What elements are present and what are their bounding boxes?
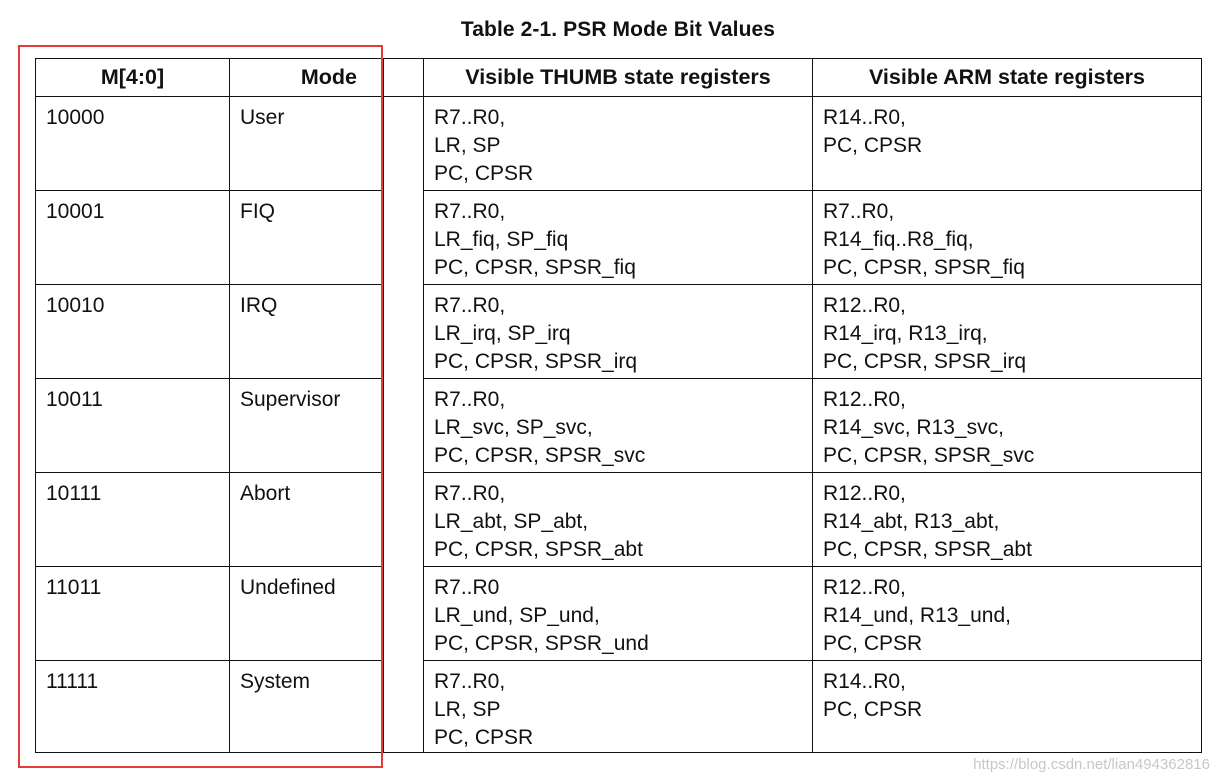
cell-mode: Abort <box>229 472 384 567</box>
thumb-register-line: PC, CPSR <box>434 726 534 749</box>
cell-mbits: 11111 <box>35 660 230 753</box>
thumb-register-line: R7..R0, <box>434 106 506 129</box>
arm-register-line: PC, CPSR, SPSR_fiq <box>823 256 1025 279</box>
watermark-text: https://blog.csdn.net/lian494362816 <box>973 756 1210 773</box>
thumb-register-line: R7..R0, <box>434 294 506 317</box>
cell-mbits: 10111 <box>35 472 230 567</box>
cell-spacer <box>383 190 424 285</box>
cell-thumb-registers: R7..R0, LR_abt, SP_abt, PC, CPSR, SPSR_abt <box>423 472 813 567</box>
cell-thumb-registers: R7..R0, LR, SP PC, CPSR <box>423 660 813 753</box>
thumb-register-line: R7..R0, <box>434 388 506 411</box>
thumb-register-line: LR_und, SP_und, <box>434 604 600 627</box>
thumb-register-line: LR_irq, SP_irq <box>434 322 571 345</box>
table-row: 10011 Supervisor R7..R0, LR_svc, SP_svc, PC,… <box>35 378 1202 473</box>
arm-register-line: PC, CPSR <box>823 632 923 655</box>
thumb-register-line: PC, CPSR, SPSR_svc <box>434 444 646 467</box>
header-mbits: M[4:0] <box>35 58 230 97</box>
arm-register-line: PC, CPSR, SPSR_irq <box>823 350 1027 373</box>
cell-mode: Undefined <box>229 566 384 661</box>
cell-arm-registers: R14..R0, PC, CPSR <box>812 96 1202 191</box>
thumb-register-line: LR_abt, SP_abt, <box>434 510 589 533</box>
cell-spacer <box>383 96 424 191</box>
table-row: 11111 System R7..R0, LR, SP PC, CPSR R14..R0,… <box>35 660 1202 753</box>
cell-mbits: 11011 <box>35 566 230 661</box>
arm-register-line: R12..R0, <box>823 576 906 599</box>
cell-mbits: 10000 <box>35 96 230 191</box>
thumb-register-line: LR_svc, SP_svc, <box>434 416 593 439</box>
arm-register-line: R14_fiq..R8_fiq, <box>823 228 974 251</box>
arm-register-line: PC, CPSR <box>823 134 923 157</box>
arm-register-line: R14_abt, R13_abt, <box>823 510 1000 533</box>
header-arm-registers: Visible ARM state registers <box>812 58 1202 97</box>
table-row: 10111 Abort R7..R0, LR_abt, SP_abt, PC, CPSR… <box>35 472 1202 567</box>
table-header-row: M[4:0] Mode Visible THUMB state register… <box>35 58 1202 97</box>
cell-arm-registers: R7..R0, R14_fiq..R8_fiq, PC, CPSR, SPSR_fi… <box>812 190 1202 285</box>
cell-mode: User <box>229 96 384 191</box>
arm-register-line: R14_irq, R13_irq, <box>823 322 988 345</box>
table-row: 10010 IRQ R7..R0, LR_irq, SP_irq PC, CPSR, S… <box>35 284 1202 379</box>
cell-spacer <box>383 378 424 473</box>
table-row: 11011 Undefined R7..R0 LR_und, SP_und, PC, C… <box>35 566 1202 661</box>
arm-register-line: R14..R0, <box>823 106 906 129</box>
cell-mode: FIQ <box>229 190 384 285</box>
arm-register-line: R12..R0, <box>823 482 906 505</box>
thumb-register-line: PC, CPSR, SPSR_fiq <box>434 256 636 279</box>
thumb-register-line: PC, CPSR, SPSR_und <box>434 632 649 655</box>
header-thumb-registers: Visible THUMB state registers <box>423 58 813 97</box>
header-spacer <box>383 58 424 97</box>
cell-arm-registers: R12..R0, R14_svc, R13_svc, PC, CPSR, SPSR_… <box>812 378 1202 473</box>
cell-spacer <box>383 566 424 661</box>
cell-arm-registers: R12..R0, R14_irq, R13_irq, PC, CPSR, SPSR_… <box>812 284 1202 379</box>
cell-arm-registers: R14..R0, PC, CPSR <box>812 660 1202 753</box>
cell-thumb-registers: R7..R0, LR_irq, SP_irq PC, CPSR, SPSR_irq <box>423 284 813 379</box>
cell-thumb-registers: R7..R0, LR_svc, SP_svc, PC, CPSR, SPSR_svc <box>423 378 813 473</box>
table-title: Table 2-1. PSR Mode Bit Values <box>460 18 776 41</box>
cell-thumb-registers: R7..R0, LR, SP PC, CPSR <box>423 96 813 191</box>
arm-register-line: R14_und, R13_und, <box>823 604 1011 627</box>
cell-thumb-registers: R7..R0 LR_und, SP_und, PC, CPSR, SPSR_und <box>423 566 813 661</box>
header-mode: Mode <box>229 58 384 97</box>
cell-spacer <box>383 472 424 567</box>
thumb-register-line: R7..R0, <box>434 200 506 223</box>
table-row: 10001 FIQ R7..R0, LR_fiq, SP_fiq PC, CPSR, S… <box>35 190 1202 285</box>
arm-register-line: R7..R0, <box>823 200 895 223</box>
cell-thumb-registers: R7..R0, LR_fiq, SP_fiq PC, CPSR, SPSR_fiq <box>423 190 813 285</box>
thumb-register-line: PC, CPSR, SPSR_irq <box>434 350 638 373</box>
cell-mode: IRQ <box>229 284 384 379</box>
thumb-register-line: PC, CPSR <box>434 162 534 185</box>
table-row: 10000 User R7..R0, LR, SP PC, CPSR R14..R0, PC… <box>35 96 1202 191</box>
thumb-register-line: R7..R0, <box>434 670 506 693</box>
arm-register-line: R14..R0, <box>823 670 906 693</box>
cell-spacer <box>383 660 424 753</box>
arm-register-line: PC, CPSR, SPSR_svc <box>823 444 1035 467</box>
table-body: 10000 User R7..R0, LR, SP PC, CPSR R14..R0, PC… <box>35 96 1202 753</box>
arm-register-line: R12..R0, <box>823 388 906 411</box>
arm-register-line: PC, CPSR, SPSR_abt <box>823 538 1032 561</box>
thumb-register-line: R7..R0, <box>434 482 506 505</box>
cell-spacer <box>383 284 424 379</box>
cell-mbits: 10001 <box>35 190 230 285</box>
thumb-register-line: LR_fiq, SP_fiq <box>434 228 569 251</box>
thumb-register-line: LR, SP <box>434 134 501 157</box>
cell-mode: System <box>229 660 384 753</box>
cell-mode: Supervisor <box>229 378 384 473</box>
psr-mode-table: M[4:0] Mode Visible THUMB state register… <box>35 58 1202 753</box>
cell-mbits: 10010 <box>35 284 230 379</box>
thumb-register-line: R7..R0 <box>434 576 500 599</box>
thumb-register-line: PC, CPSR, SPSR_abt <box>434 538 643 561</box>
thumb-register-line: LR, SP <box>434 698 501 721</box>
arm-register-line: PC, CPSR <box>823 698 923 721</box>
cell-mbits: 10011 <box>35 378 230 473</box>
arm-register-line: R12..R0, <box>823 294 906 317</box>
cell-arm-registers: R12..R0, R14_und, R13_und, PC, CPSR <box>812 566 1202 661</box>
cell-arm-registers: R12..R0, R14_abt, R13_abt, PC, CPSR, SPSR_… <box>812 472 1202 567</box>
arm-register-line: R14_svc, R13_svc, <box>823 416 1004 439</box>
